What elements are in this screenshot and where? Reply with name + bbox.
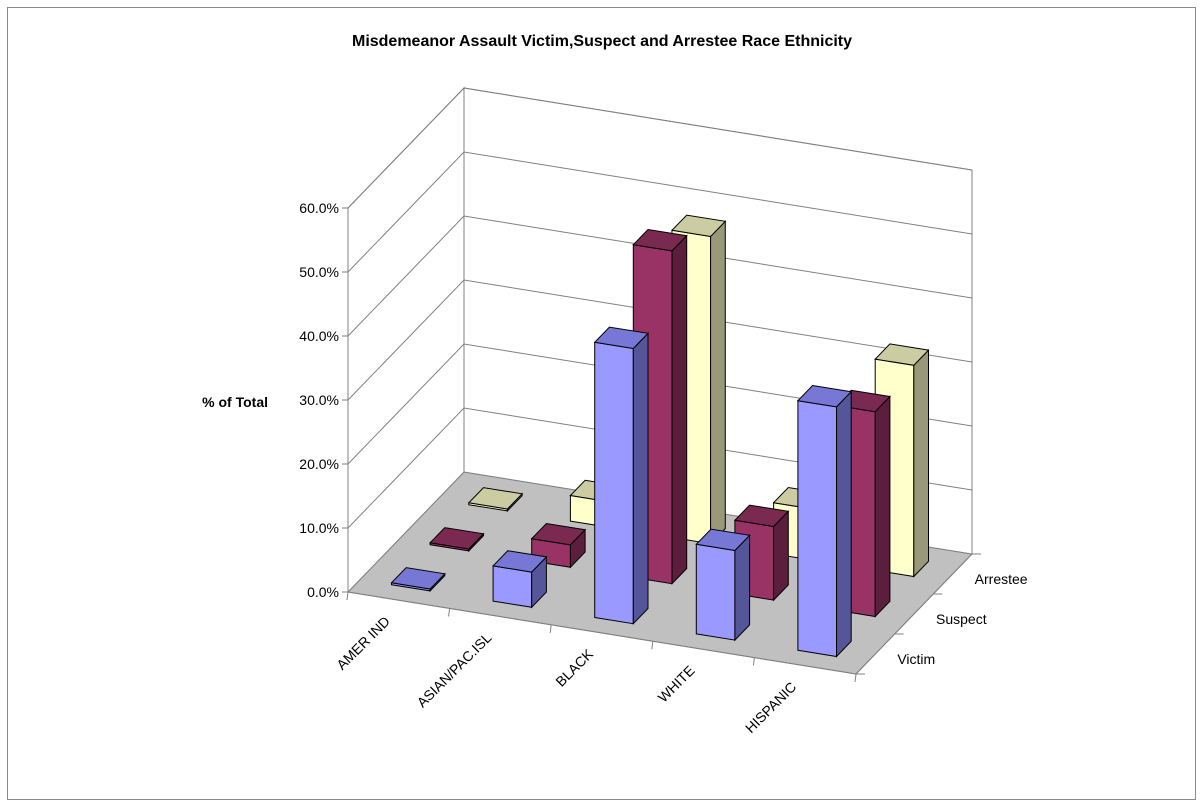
x-tick-mark xyxy=(752,657,755,666)
bar-side-face xyxy=(913,348,929,578)
gridline xyxy=(347,151,973,273)
chart-frame: Misdemeanor Assault Victim,Suspect and A… xyxy=(7,7,1196,800)
chart-gridlines xyxy=(347,87,973,529)
bar-side-face xyxy=(710,220,726,545)
series-label: Arrestee xyxy=(975,571,1028,587)
bar-front-face xyxy=(797,400,837,658)
bar-top-face xyxy=(492,550,548,573)
bar-front-face xyxy=(695,543,736,641)
bar-top-face xyxy=(632,228,688,252)
x-tick-mark xyxy=(346,591,349,601)
chart-title: Misdemeanor Assault Victim,Suspect and A… xyxy=(352,33,852,50)
x-tick-mark xyxy=(651,641,654,650)
y-tick-label: 40.0% xyxy=(299,328,339,344)
bar-front-face xyxy=(594,341,634,625)
x-tick-label: HISPANIC xyxy=(742,679,799,736)
x-tick-mark xyxy=(854,673,857,683)
bar-side-face xyxy=(874,395,891,618)
bar-victim xyxy=(492,550,548,609)
x-tick-label: ASIAN/PAC.ISL xyxy=(414,629,495,710)
depth-axis-line xyxy=(855,553,973,675)
series-label: Victim xyxy=(897,651,935,667)
x-tick-label: AMER IND xyxy=(333,613,393,673)
y-axis-label: % of Total xyxy=(202,394,268,410)
gridline xyxy=(347,87,973,209)
chart-axes xyxy=(342,207,981,683)
bar-top-face xyxy=(670,214,727,238)
y-tick-label: 10.0% xyxy=(299,520,339,536)
bar-top-face xyxy=(733,504,790,528)
y-tick-label: 0.0% xyxy=(307,584,339,600)
x-tick-label: BLACK xyxy=(552,645,596,689)
bar-victim xyxy=(390,567,446,593)
x-tick-mark xyxy=(448,608,451,617)
bar-victim xyxy=(695,528,751,642)
bar-top-face xyxy=(796,384,853,408)
bar-top-face xyxy=(593,326,650,350)
chart-svg: Misdemeanor Assault Victim,Suspect and A… xyxy=(202,33,1028,736)
y-tick-label: 20.0% xyxy=(299,456,339,472)
x-tick-label: WHITE xyxy=(655,662,698,705)
bar-front-face xyxy=(492,565,533,608)
chart-bars xyxy=(390,214,930,658)
bar-top-face xyxy=(390,567,446,590)
bar-victim xyxy=(593,326,650,625)
bar-arrestee xyxy=(467,487,524,513)
bar-top-face xyxy=(467,487,524,510)
bar-top-face xyxy=(874,343,930,366)
bar-side-face xyxy=(836,390,852,658)
gridline xyxy=(347,215,973,337)
bar-top-face xyxy=(429,527,485,550)
bar-victim xyxy=(796,384,853,658)
bar-top-face xyxy=(695,528,751,552)
bar-top-face xyxy=(530,522,587,546)
y-tick-label: 30.0% xyxy=(299,392,339,408)
y-tick-label: 50.0% xyxy=(299,264,339,280)
series-label: Suspect xyxy=(936,611,987,627)
bar-side-face xyxy=(632,332,649,625)
x-tick-mark xyxy=(549,624,552,633)
y-tick-label: 60.0% xyxy=(299,200,339,216)
bar-suspect xyxy=(429,527,485,553)
bar-side-face xyxy=(671,234,688,585)
gridline xyxy=(347,279,973,401)
bar-side-face xyxy=(734,534,751,642)
x-axis-line xyxy=(347,591,857,675)
